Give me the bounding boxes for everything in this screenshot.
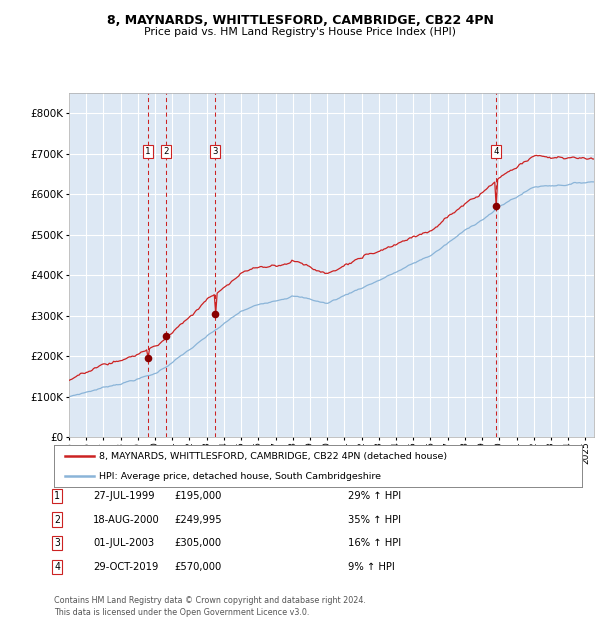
Text: 35% ↑ HPI: 35% ↑ HPI [348,515,401,525]
Text: 29% ↑ HPI: 29% ↑ HPI [348,491,401,501]
Text: 01-JUL-2003: 01-JUL-2003 [93,538,154,548]
Text: 8, MAYNARDS, WHITTLESFORD, CAMBRIDGE, CB22 4PN (detached house): 8, MAYNARDS, WHITTLESFORD, CAMBRIDGE, CB… [99,452,447,461]
Text: £305,000: £305,000 [175,538,222,548]
Text: 9% ↑ HPI: 9% ↑ HPI [348,562,395,572]
Text: £249,995: £249,995 [175,515,222,525]
Text: 18-AUG-2000: 18-AUG-2000 [93,515,160,525]
Text: Contains HM Land Registry data © Crown copyright and database right 2024.
This d: Contains HM Land Registry data © Crown c… [54,596,366,617]
Text: 27-JUL-1999: 27-JUL-1999 [93,491,155,501]
Text: 4: 4 [494,147,499,156]
Text: HPI: Average price, detached house, South Cambridgeshire: HPI: Average price, detached house, Sout… [99,472,381,480]
Text: 2: 2 [54,515,60,525]
Text: 29-OCT-2019: 29-OCT-2019 [93,562,158,572]
Text: 4: 4 [54,562,60,572]
Text: 1: 1 [54,491,60,501]
Text: £570,000: £570,000 [175,562,222,572]
Text: 1: 1 [145,147,151,156]
Text: Price paid vs. HM Land Registry's House Price Index (HPI): Price paid vs. HM Land Registry's House … [144,27,456,37]
Text: 2: 2 [163,147,169,156]
Text: 8, MAYNARDS, WHITTLESFORD, CAMBRIDGE, CB22 4PN: 8, MAYNARDS, WHITTLESFORD, CAMBRIDGE, CB… [107,14,493,27]
Text: 16% ↑ HPI: 16% ↑ HPI [348,538,401,548]
Text: £195,000: £195,000 [175,491,222,501]
Text: 3: 3 [54,538,60,548]
Text: 3: 3 [212,147,218,156]
